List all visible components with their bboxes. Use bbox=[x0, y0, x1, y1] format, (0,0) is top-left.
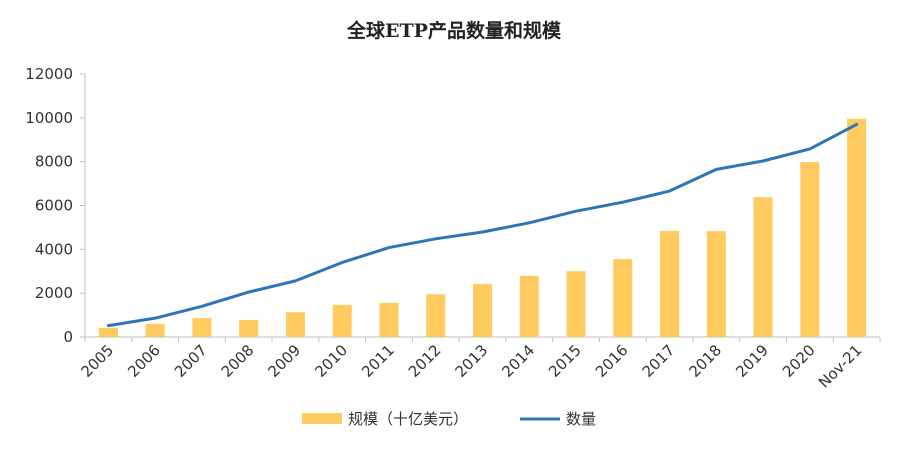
bar bbox=[473, 283, 492, 337]
y-tick-label: 8000 bbox=[35, 153, 73, 171]
x-tick-label: 2013 bbox=[452, 341, 492, 381]
chart-title: 全球ETP产品数量和规模 bbox=[347, 20, 561, 42]
bar bbox=[660, 230, 680, 337]
bar bbox=[192, 318, 212, 337]
x-tick-label: 2018 bbox=[685, 341, 725, 381]
x-tick-label: 2017 bbox=[639, 341, 679, 381]
series-line bbox=[106, 122, 859, 328]
x-tick-label: 2008 bbox=[218, 341, 258, 381]
x-tick-label: 2016 bbox=[592, 341, 632, 381]
x-tick-label: Nov-21 bbox=[815, 341, 865, 391]
bar bbox=[239, 319, 259, 337]
x-tick-label: 2015 bbox=[545, 341, 585, 381]
bar bbox=[379, 302, 399, 337]
bar bbox=[753, 197, 773, 337]
x-tick-label: 2010 bbox=[311, 341, 351, 381]
x-tick-label: 2019 bbox=[732, 341, 772, 381]
bar bbox=[800, 162, 820, 337]
bar-series bbox=[98, 118, 867, 338]
bar bbox=[566, 271, 586, 337]
x-tick-label: 2006 bbox=[124, 341, 164, 381]
bar bbox=[847, 118, 867, 338]
x-tick-label: 2014 bbox=[498, 341, 538, 381]
x-tick-label: 2020 bbox=[779, 341, 819, 381]
x-tick-label: 2012 bbox=[405, 341, 445, 381]
bar bbox=[98, 327, 118, 337]
bar bbox=[426, 294, 446, 337]
y-tick-label: 0 bbox=[63, 328, 73, 346]
x-tick-label: 2005 bbox=[77, 341, 117, 381]
legend-label-bar: 规模（十亿美元） bbox=[348, 410, 468, 428]
y-tick-label: 2000 bbox=[35, 284, 73, 302]
y-tick-label: 4000 bbox=[35, 240, 73, 258]
legend: 规模（十亿美元） 数量 bbox=[302, 410, 596, 428]
line-series bbox=[106, 122, 859, 328]
y-tick-label: 6000 bbox=[35, 197, 73, 215]
bar bbox=[285, 312, 305, 337]
legend-label-line: 数量 bbox=[566, 410, 596, 428]
x-tick-label: 2007 bbox=[171, 341, 211, 381]
bar bbox=[706, 231, 726, 337]
x-tick-label: 2009 bbox=[265, 341, 305, 381]
bar bbox=[613, 259, 633, 337]
x-tick-label: 2011 bbox=[358, 341, 398, 381]
bar bbox=[332, 305, 352, 337]
y-tick-label: 12000 bbox=[25, 65, 73, 83]
legend-swatch-bar bbox=[302, 413, 342, 424]
y-tick-label: 10000 bbox=[25, 109, 73, 127]
bar bbox=[145, 323, 165, 337]
bar bbox=[519, 275, 539, 337]
